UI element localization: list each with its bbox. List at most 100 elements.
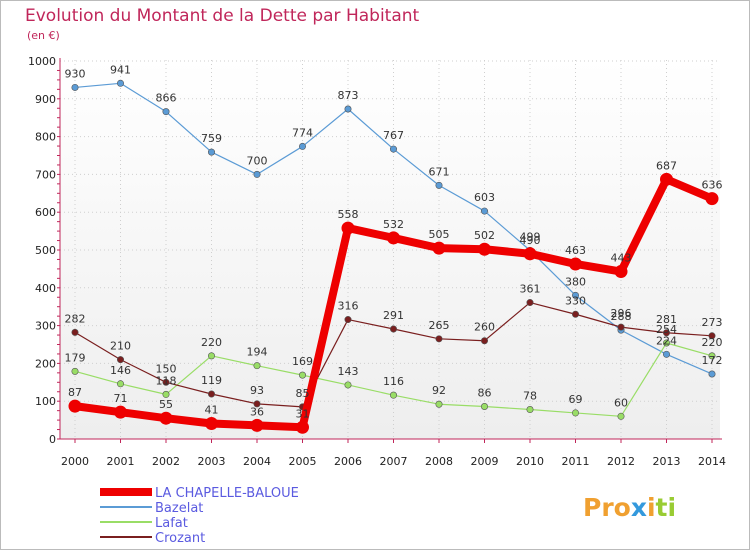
data-point (432, 241, 446, 255)
data-point (296, 420, 309, 434)
data-label: 86 (478, 386, 492, 399)
data-label: 636 (702, 179, 723, 192)
data-point (480, 402, 488, 410)
data-label: 499 (520, 230, 541, 243)
data-point (71, 367, 79, 375)
data-point (569, 257, 582, 271)
data-point (250, 418, 264, 432)
x-tick-label: 2003 (198, 455, 226, 468)
x-tick-label: 2005 (289, 455, 317, 468)
data-label: 36 (250, 405, 264, 418)
data-label: 78 (523, 390, 537, 403)
data-label: 273 (702, 316, 723, 329)
data-label: 866 (156, 92, 177, 105)
data-label: 143 (338, 365, 359, 378)
y-tick-label: 400 (35, 282, 56, 295)
y-tick-label: 100 (35, 395, 56, 408)
chart-title: Evolution du Montant de la Dette par Hab… (25, 6, 420, 26)
logo-text: Proxiti (583, 493, 676, 522)
data-label: 118 (156, 374, 177, 387)
data-point (662, 350, 670, 358)
data-point (480, 337, 488, 345)
data-labels: 87 71 55 41 36 31 558 532 505 502 490 463 443 687 636 9… (65, 63, 723, 420)
data-label: 767 (383, 129, 404, 142)
data-point (617, 323, 625, 331)
data-point (344, 381, 352, 389)
data-label: 41 (205, 404, 219, 417)
data-label: 930 (65, 67, 86, 80)
data-point (660, 172, 673, 186)
data-label: 532 (383, 218, 404, 231)
data-label: 172 (702, 354, 723, 367)
data-point (208, 390, 216, 398)
series-lafat (71, 339, 716, 420)
data-point (571, 291, 579, 299)
x-tick-label: 2006 (334, 455, 362, 468)
data-label: 92 (432, 384, 446, 397)
data-label: 941 (110, 63, 131, 76)
data-point (571, 409, 579, 417)
data-label: 119 (201, 374, 222, 387)
data-point (71, 328, 79, 336)
data-point (117, 380, 125, 388)
data-point (617, 412, 625, 420)
data-point (478, 242, 491, 256)
data-label: 69 (569, 393, 583, 406)
data-label: 291 (383, 309, 404, 322)
data-point (435, 181, 443, 189)
data-label: 380 (565, 275, 586, 288)
data-point (162, 378, 170, 386)
data-point (159, 411, 173, 425)
data-label: 671 (429, 165, 450, 178)
data-label: 220 (702, 336, 723, 349)
data-label: 85 (296, 387, 310, 400)
x-tick-label: 2002 (152, 455, 180, 468)
plot-area (60, 60, 720, 439)
data-point (389, 325, 397, 333)
data-label: 254 (656, 323, 677, 336)
series-layer (68, 79, 719, 434)
data-point (387, 231, 400, 245)
data-point (344, 316, 352, 324)
data-label: 361 (520, 283, 541, 296)
data-point (117, 356, 125, 364)
x-tick-label: 2013 (653, 455, 681, 468)
y-tick-label: 900 (35, 93, 56, 106)
y-tick-label: 500 (35, 244, 56, 257)
legend-label: Crozant (155, 531, 205, 546)
data-label: 55 (159, 398, 173, 411)
data-point (523, 247, 537, 261)
data-label: 224 (656, 334, 677, 347)
data-label: 116 (383, 375, 404, 388)
axes: 0 100 200 300 400 500 600 700 800 900 1000 2000 2001… (28, 55, 726, 468)
data-label: 774 (292, 126, 313, 139)
data-point (253, 362, 261, 370)
data-label: 873 (338, 89, 359, 102)
x-tick-label: 2014 (698, 455, 726, 468)
x-tick-label: 2004 (243, 455, 271, 468)
y-tick-label: 1000 (28, 55, 56, 68)
y-tick-label: 200 (35, 357, 56, 370)
data-label: 260 (474, 321, 495, 334)
data-label: 316 (338, 300, 359, 313)
data-label: 282 (65, 312, 86, 325)
data-point (526, 406, 534, 414)
legend-label: LA CHAPELLE-BALOUE (155, 486, 299, 501)
y-tick-label: 600 (35, 206, 56, 219)
data-label: 87 (68, 386, 82, 399)
data-point (389, 391, 397, 399)
data-label: 296 (611, 307, 632, 320)
x-tick-label: 2012 (607, 455, 635, 468)
data-label: 700 (247, 154, 268, 167)
data-point (614, 265, 628, 279)
y-tick-label: 800 (35, 131, 56, 144)
data-label: 31 (296, 407, 310, 420)
data-label: 210 (110, 340, 131, 353)
data-point (435, 335, 443, 343)
x-tick-label: 2000 (61, 455, 89, 468)
data-label: 169 (292, 355, 313, 368)
data-label: 603 (474, 191, 495, 204)
data-point (205, 417, 218, 431)
